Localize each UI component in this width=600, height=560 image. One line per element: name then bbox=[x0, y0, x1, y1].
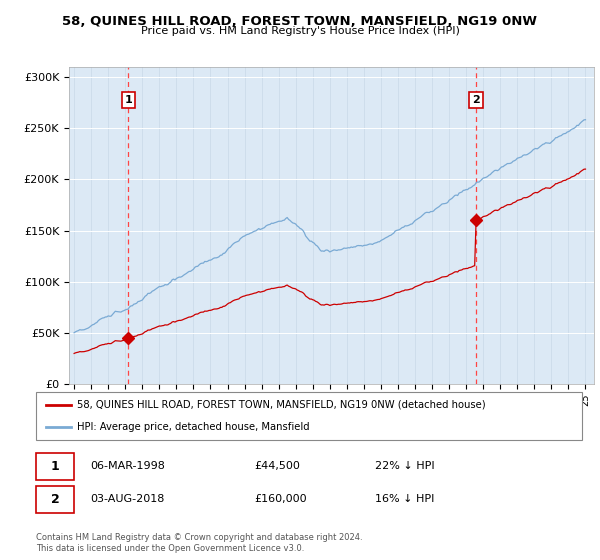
Text: 58, QUINES HILL ROAD, FOREST TOWN, MANSFIELD, NG19 0NW (detached house): 58, QUINES HILL ROAD, FOREST TOWN, MANSF… bbox=[77, 400, 485, 410]
Text: 1: 1 bbox=[51, 460, 59, 473]
FancyBboxPatch shape bbox=[36, 486, 74, 513]
Text: 2: 2 bbox=[472, 95, 480, 105]
Text: 06-MAR-1998: 06-MAR-1998 bbox=[91, 461, 166, 471]
Text: 1: 1 bbox=[124, 95, 132, 105]
Text: Price paid vs. HM Land Registry's House Price Index (HPI): Price paid vs. HM Land Registry's House … bbox=[140, 26, 460, 36]
FancyBboxPatch shape bbox=[36, 452, 74, 480]
Text: 03-AUG-2018: 03-AUG-2018 bbox=[91, 494, 165, 505]
Text: £160,000: £160,000 bbox=[254, 494, 307, 505]
Text: 2: 2 bbox=[51, 493, 59, 506]
Text: 16% ↓ HPI: 16% ↓ HPI bbox=[374, 494, 434, 505]
Text: 22% ↓ HPI: 22% ↓ HPI bbox=[374, 461, 434, 471]
FancyBboxPatch shape bbox=[36, 392, 582, 440]
Text: 58, QUINES HILL ROAD, FOREST TOWN, MANSFIELD, NG19 0NW: 58, QUINES HILL ROAD, FOREST TOWN, MANSF… bbox=[62, 15, 538, 28]
Text: HPI: Average price, detached house, Mansfield: HPI: Average price, detached house, Mans… bbox=[77, 422, 310, 432]
Text: £44,500: £44,500 bbox=[254, 461, 300, 471]
Text: Contains HM Land Registry data © Crown copyright and database right 2024.
This d: Contains HM Land Registry data © Crown c… bbox=[36, 533, 362, 553]
